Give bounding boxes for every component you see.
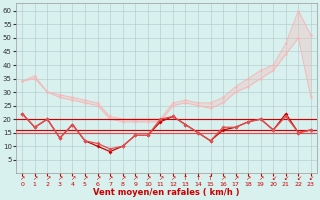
X-axis label: Vent moyen/en rafales ( km/h ): Vent moyen/en rafales ( km/h ) (93, 188, 240, 197)
